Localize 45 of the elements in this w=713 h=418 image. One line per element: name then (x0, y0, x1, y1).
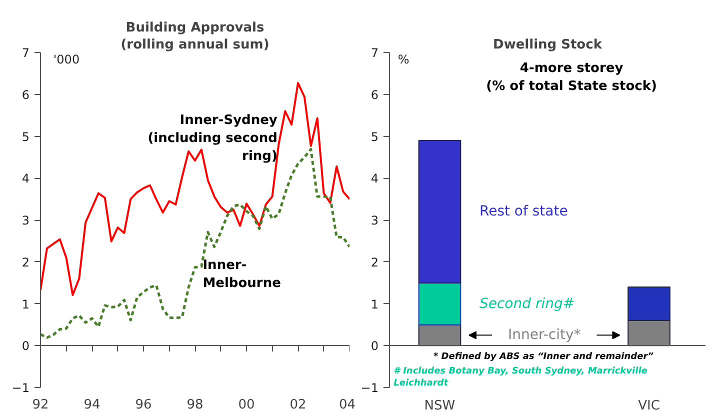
line-series (40, 82, 350, 296)
y-tick-label: 0 (370, 339, 379, 354)
series-label: Inner- Melbourne (202, 258, 282, 291)
x-tick-label: 92 (32, 398, 49, 412)
y-axis-title: '000 (53, 52, 80, 66)
line-series (40, 148, 350, 339)
y-tick-label: 2 (22, 255, 30, 270)
y-tick-label: 6 (22, 88, 30, 102)
y-tick-label: 1 (370, 297, 379, 312)
y-tick-label: 0 (22, 339, 30, 354)
x-tick-label: 94 (84, 398, 100, 412)
text: 4-more storey (% of total State stock) (486, 60, 657, 94)
y-tick-label: 3 (22, 214, 30, 228)
y-tick-label: 5 (370, 130, 379, 144)
x-tick-label: 98 (186, 398, 204, 412)
y-tick-label: −1 (12, 381, 30, 395)
y-tick-label: 7 (370, 46, 379, 60)
x-tick-label: 04 (338, 398, 356, 412)
series-label: Rest of state (479, 204, 568, 220)
y-tick-label: 3 (370, 214, 379, 228)
x-tick-label: 02 (290, 398, 306, 412)
series-label: Inner-Sydney (including second ring) (148, 112, 278, 164)
annotation: # Includes Botany Bay, South Sydney, Marrickville Leichhardt (394, 366, 648, 389)
y-tick-label: 1 (22, 297, 30, 312)
bar (418, 140, 462, 284)
y-tick-label: −1 (360, 381, 379, 395)
y-axis-title: % (398, 52, 410, 66)
y-tick-label: 5 (22, 130, 30, 144)
x-tick-label: VIC (638, 398, 660, 414)
y-tick-label: 4 (22, 172, 30, 186)
text: Inner-city* (508, 327, 581, 344)
y-tick-label: 6 (370, 88, 379, 102)
x-tick-label: 00 (238, 398, 255, 412)
series-label: Second ring# (479, 296, 575, 312)
x-tick-label: 96 (135, 398, 152, 412)
y-tick-label: 2 (370, 255, 379, 270)
bar (418, 282, 462, 326)
chart-title: Building Approvals (126, 20, 264, 36)
annotation: * Defined by ABS as “Inner and remainder” (433, 352, 654, 362)
x-tick-label: NSW (424, 398, 456, 414)
y-tick-label: 4 (370, 172, 379, 186)
y-tick-label: 7 (22, 46, 30, 60)
bar (418, 324, 462, 346)
chart-title: Dwelling Stock (493, 38, 602, 52)
chart-subtitle: (rolling annual sum) (120, 38, 270, 52)
